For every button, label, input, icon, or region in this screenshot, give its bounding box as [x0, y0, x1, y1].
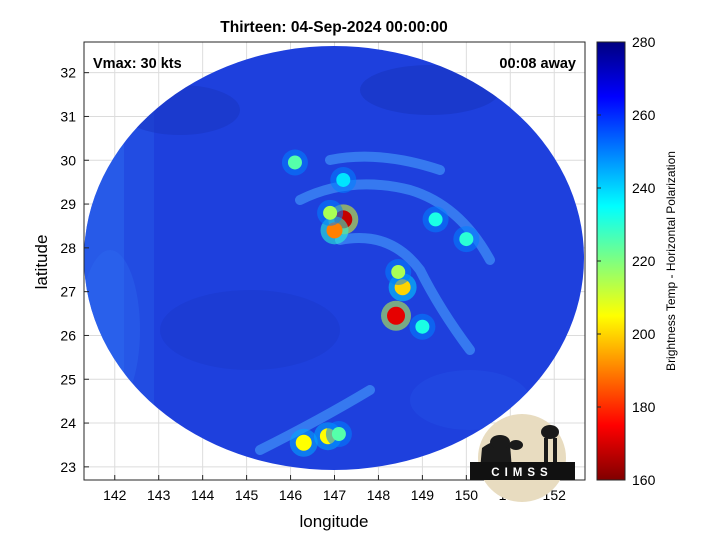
- plot-title: Thirteen: 04-Sep-2024 00:00:00: [220, 19, 447, 36]
- vmax-label: Vmax: 30 kts: [93, 56, 182, 72]
- colorbar-tick-label: 260: [632, 107, 656, 123]
- x-tick-label: 142: [103, 487, 127, 503]
- cimss-logo: CIMSS: [470, 414, 575, 502]
- brightness-feature: [387, 306, 406, 325]
- x-tick-label: 145: [235, 487, 259, 503]
- y-tick-label: 23: [60, 459, 76, 475]
- rain-band: [335, 233, 475, 355]
- x-tick-label: 150: [455, 487, 479, 503]
- brightness-feature: [326, 222, 343, 239]
- colorbar-tick-labels: 160 180 200 220 240 260 280: [597, 34, 656, 488]
- rain-band: [255, 385, 375, 455]
- y-tick-label: 30: [60, 152, 76, 168]
- brightness-feature: [336, 172, 351, 187]
- colorbar-tick-label: 220: [632, 253, 656, 269]
- y-tick-label: 27: [60, 284, 76, 300]
- brightness-feature: [287, 155, 302, 170]
- colorbar-tick-label: 280: [632, 34, 656, 50]
- brightness-feature: [459, 232, 474, 247]
- x-tick-label: 149: [411, 487, 435, 503]
- storm-features: [255, 149, 495, 457]
- y-tick-label: 24: [60, 415, 76, 431]
- x-tick-label: 146: [279, 487, 303, 503]
- y-tick-label: 25: [60, 371, 76, 387]
- colorbar-tick-label: 180: [632, 399, 656, 415]
- brightness-feature: [331, 427, 346, 442]
- brightness-feature: [428, 212, 443, 227]
- colorbar: [596, 41, 626, 481]
- logo-text: CIMSS: [491, 467, 552, 479]
- colorbar-tick-label: 160: [632, 472, 656, 488]
- colorbar-tick-label: 200: [632, 326, 656, 342]
- brightness-feature: [391, 264, 406, 279]
- y-axis-label: latitude: [32, 235, 51, 290]
- colorbar-label: Brightness Temp - Horizontal Polarizatio…: [664, 151, 678, 371]
- away-label: 00:08 away: [499, 56, 576, 72]
- brightness-feature: [415, 319, 430, 334]
- y-tick-label: 28: [60, 240, 76, 256]
- x-tick-label: 148: [367, 487, 391, 503]
- y-tick-label: 32: [60, 65, 76, 81]
- x-tick-label: 144: [191, 487, 215, 503]
- brightness-feature: [295, 434, 312, 451]
- satellite-swath: [84, 46, 584, 470]
- y-tick-label: 26: [60, 327, 76, 343]
- brightness-feature: [323, 205, 338, 220]
- rain-band: [325, 151, 445, 175]
- y-tick-labels: 23 24 25 26 27 28 29 30 31 32: [60, 65, 89, 475]
- x-tick-label: 143: [147, 487, 171, 503]
- colorbar-tick-label: 240: [632, 180, 656, 196]
- y-tick-label: 31: [60, 108, 76, 124]
- y-tick-label: 29: [60, 196, 76, 212]
- x-tick-label: 147: [323, 487, 347, 503]
- x-axis-label: longitude: [299, 512, 368, 531]
